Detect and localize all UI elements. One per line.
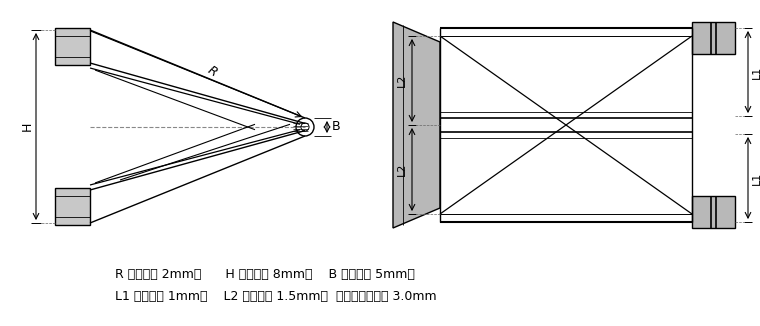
Text: H: H xyxy=(21,122,33,131)
Polygon shape xyxy=(692,22,735,54)
Polygon shape xyxy=(55,188,90,225)
Polygon shape xyxy=(393,22,440,228)
Text: L1: L1 xyxy=(752,171,760,185)
Text: B: B xyxy=(331,121,340,134)
Text: L2: L2 xyxy=(397,163,407,176)
Text: L1 允许偏差 1mm；    L2 允许偏差 1.5mm；  对角线允许偏差 3.0mm: L1 允许偏差 1mm； L2 允许偏差 1.5mm； 对角线允许偏差 3.0m… xyxy=(115,290,437,303)
Polygon shape xyxy=(55,28,90,65)
Text: L2: L2 xyxy=(397,74,407,87)
Polygon shape xyxy=(692,196,735,228)
Text: R: R xyxy=(205,63,220,79)
Text: L1: L1 xyxy=(752,66,760,79)
Text: R 允许偏差 2mm；      H 允许偏差 8mm；    B 允许偏差 5mm；: R 允许偏差 2mm； H 允许偏差 8mm； B 允许偏差 5mm； xyxy=(115,268,415,281)
